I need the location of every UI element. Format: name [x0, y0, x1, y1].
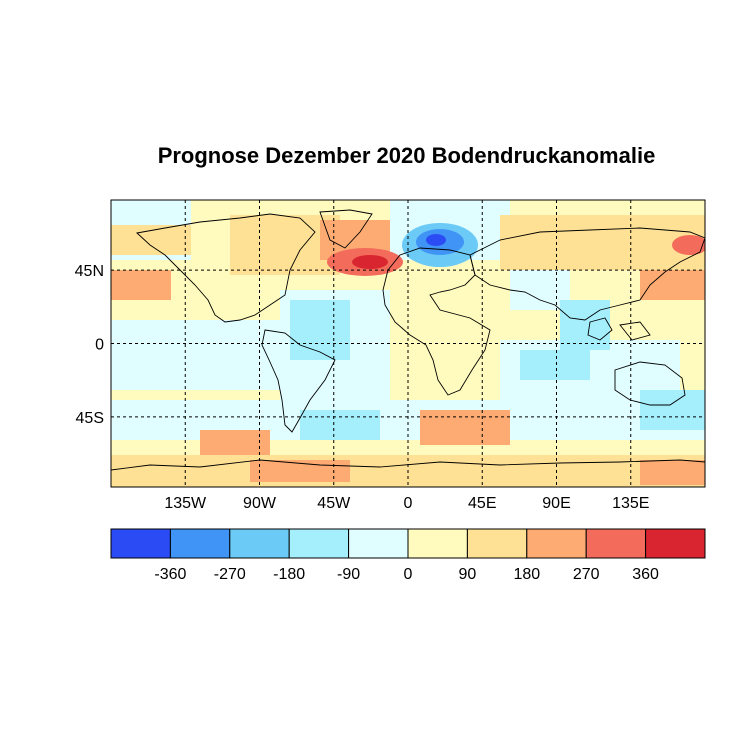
coastlines	[111, 209, 705, 471]
colorbar-tick-label: -360	[154, 566, 186, 583]
lon-tick-label: 90W	[243, 495, 277, 512]
anomaly-high-antarctic-east	[640, 460, 705, 485]
colorbar-tick-label: -180	[273, 566, 305, 583]
anomaly-high-north-atlantic-core	[352, 255, 388, 269]
colorbar-swatch	[466, 528, 528, 559]
anomaly-high-bering	[111, 225, 191, 255]
anomaly-low-scandinavia-center	[426, 234, 446, 246]
lon-tick-label: 90E	[542, 495, 570, 512]
colorbar-swatch	[169, 528, 231, 559]
lat-tick-label: 45S	[76, 410, 104, 427]
anomaly-high-north-pacific	[111, 270, 171, 300]
lon-tick-label: 45W	[317, 495, 351, 512]
colorbar	[110, 528, 706, 559]
colorbar-tick-label: 360	[632, 566, 659, 583]
anomaly-high-japan	[640, 270, 705, 300]
latitude-axis-labels: 45N 0 45S	[75, 263, 104, 427]
coast-asia	[469, 227, 705, 321]
colorbar-swatch	[348, 528, 409, 559]
colorbar-tick-label: -270	[214, 566, 246, 583]
colorbar-tick-label: 0	[404, 566, 413, 583]
lon-tick-label: 45E	[468, 495, 496, 512]
colorbar-swatch	[645, 528, 706, 559]
colorbar-swatch	[288, 528, 350, 559]
anomaly-patch-pacific	[111, 320, 281, 390]
anomaly-high-south-indian	[420, 410, 510, 445]
colorbar-tick-label: 270	[573, 566, 600, 583]
colorbar-tick-label: 180	[513, 566, 540, 583]
lat-tick-label: 45N	[75, 263, 104, 280]
anomaly-patch-tasman	[640, 390, 705, 430]
lon-tick-label: 135W	[164, 495, 207, 512]
anomaly-patch-tropical-atlantic	[290, 300, 350, 360]
colorbar-swatch	[229, 528, 290, 559]
coast-south-america	[261, 329, 336, 433]
colorbar-swatch	[110, 528, 171, 559]
longitude-axis-labels: 135W 90W 45W 0 45E 90E 135E	[164, 495, 649, 512]
colorbar-tick-label: -90	[337, 566, 360, 583]
colorbar-swatch	[585, 528, 647, 559]
anomaly-patch-indian-neg	[520, 350, 590, 380]
lon-tick-label: 0	[404, 495, 413, 512]
anomaly-map	[111, 200, 705, 487]
coast-greenland	[319, 209, 373, 249]
anomaly-high-siberia	[500, 215, 705, 270]
colorbar-labels: -360 -270 -180 -90 0 90 180 270 360	[154, 566, 659, 583]
map-frame	[110, 199, 706, 488]
coast-antarctica	[111, 459, 705, 471]
anomaly-patch-south-atlantic	[300, 410, 380, 440]
map-title: Prognose Dezember 2020 Bodendruckanomali…	[157, 143, 656, 168]
colorbar-swatch	[407, 528, 468, 559]
colorbar-tick-label: 90	[459, 566, 477, 583]
lon-tick-label: 135E	[612, 495, 649, 512]
gridlines	[111, 200, 705, 487]
anomaly-patch-maritime	[560, 300, 610, 350]
colorbar-swatch	[526, 528, 587, 559]
coast-maritime	[587, 317, 651, 341]
anomaly-high-far-east	[672, 235, 705, 255]
coast-australia	[614, 361, 686, 406]
lat-tick-label: 0	[95, 337, 104, 354]
